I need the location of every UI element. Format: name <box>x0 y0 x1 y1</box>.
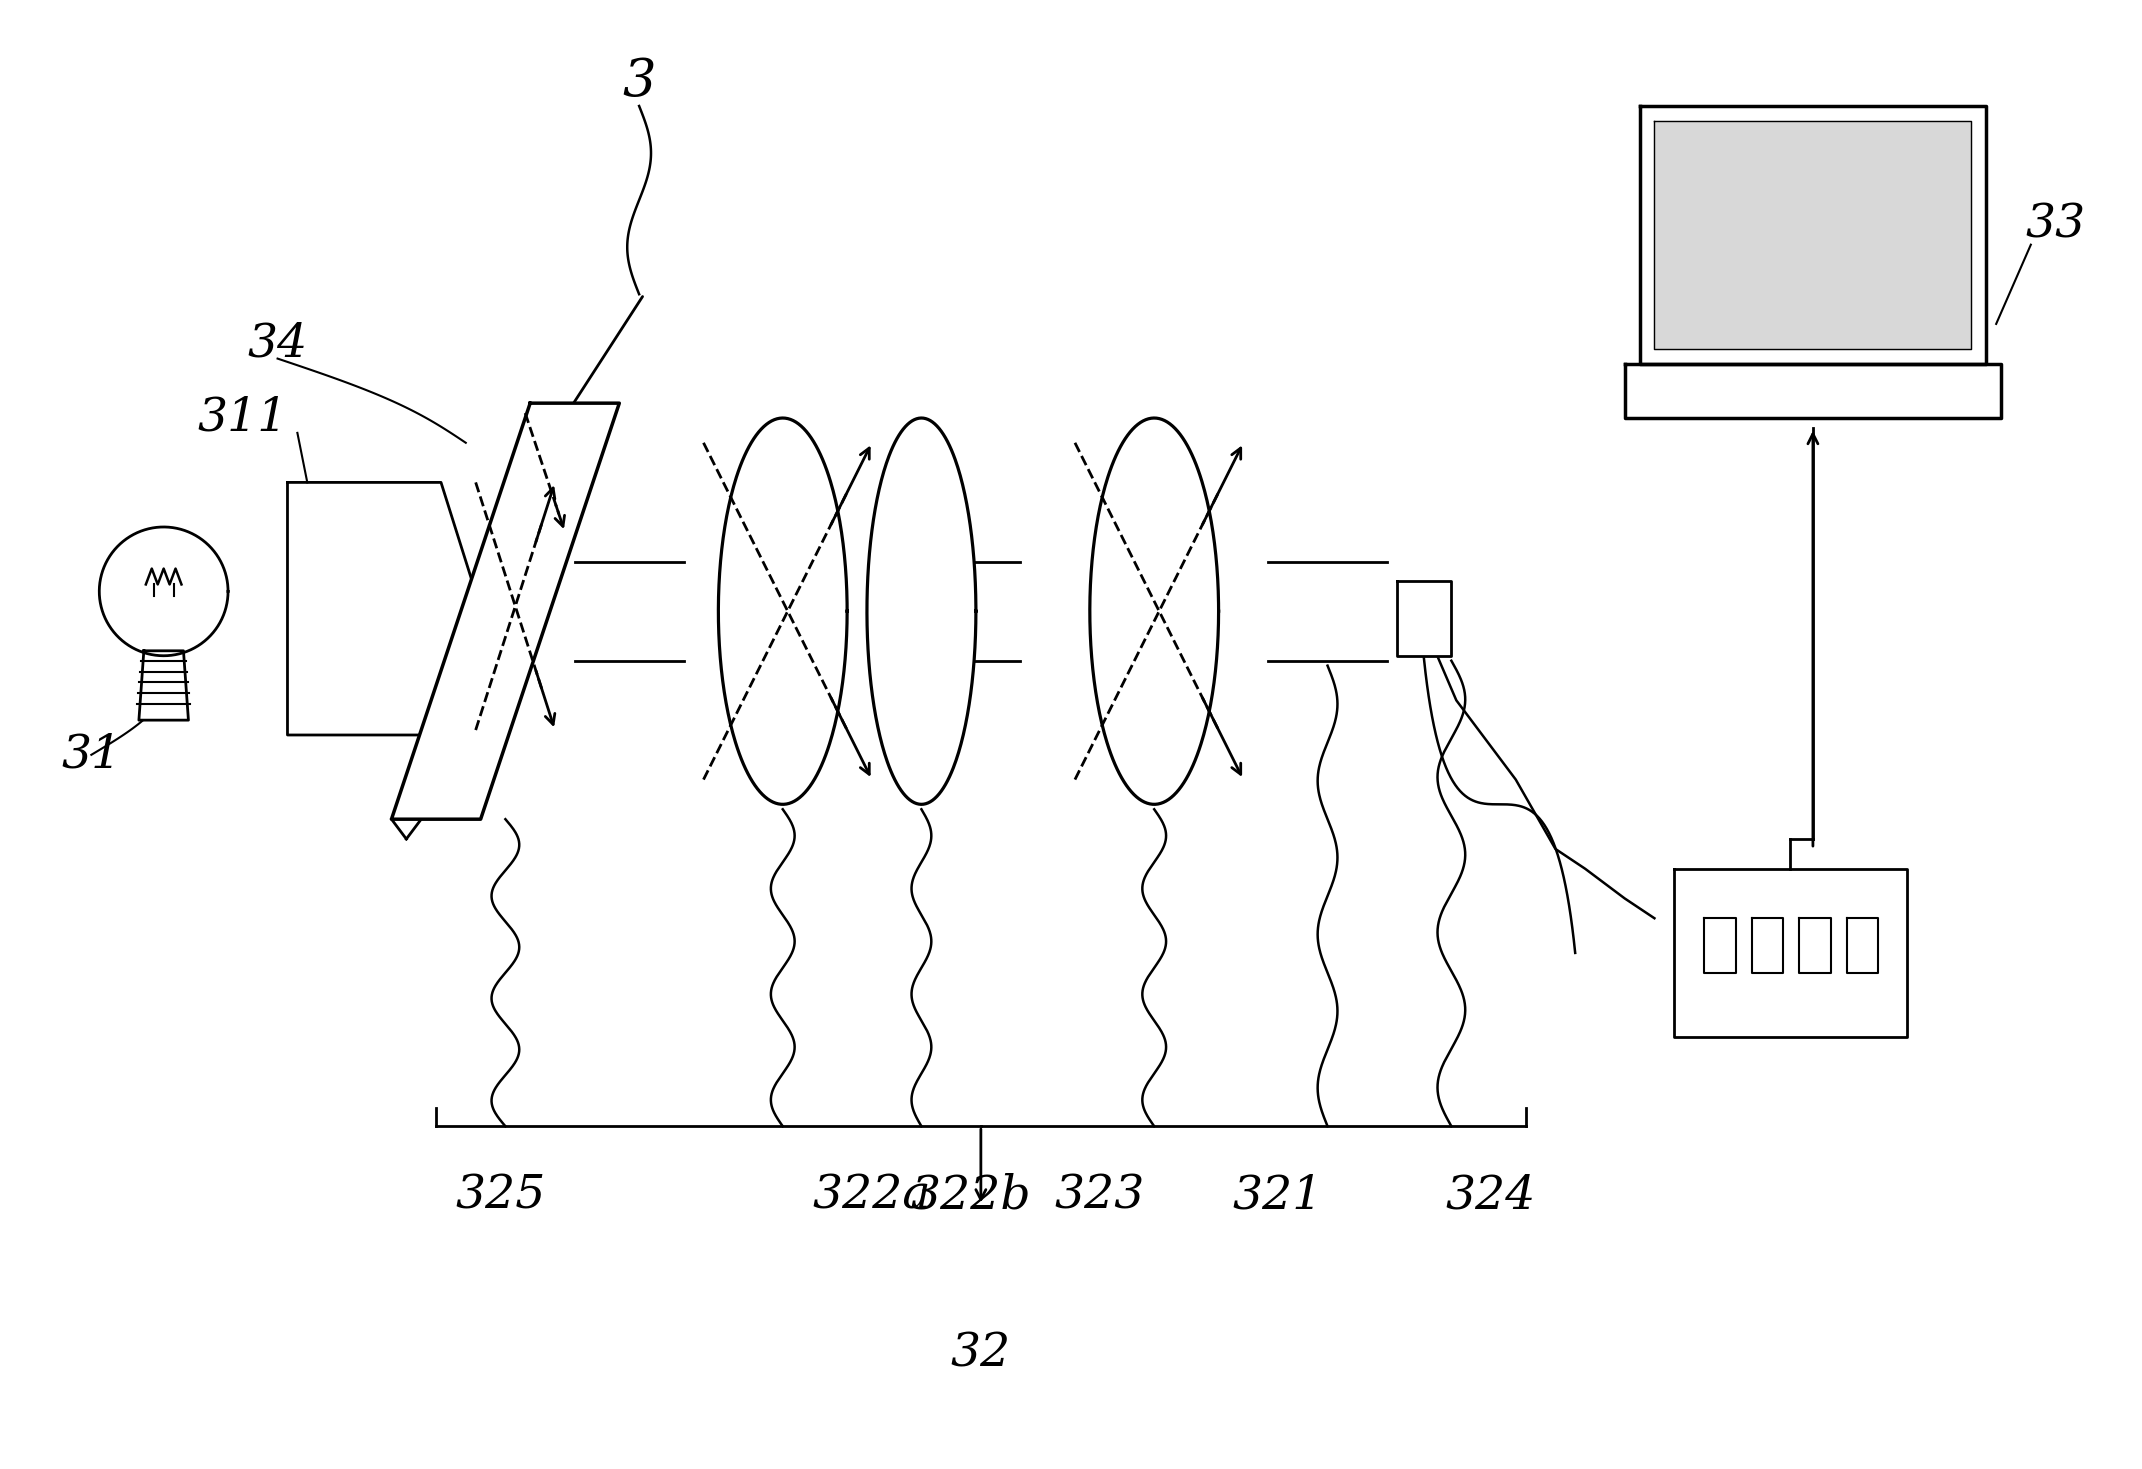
Polygon shape <box>1090 419 1219 805</box>
Polygon shape <box>1703 918 1735 972</box>
Text: 31: 31 <box>62 732 122 777</box>
Polygon shape <box>1397 582 1452 655</box>
Polygon shape <box>1639 106 1986 363</box>
Text: 321: 321 <box>1234 1172 1324 1218</box>
Polygon shape <box>1626 363 2001 419</box>
Polygon shape <box>1654 120 1971 348</box>
Text: 32: 32 <box>951 1331 1011 1376</box>
Polygon shape <box>902 561 1020 661</box>
Polygon shape <box>574 561 683 661</box>
Text: 323: 323 <box>1054 1172 1146 1218</box>
Polygon shape <box>718 419 846 805</box>
Text: 34: 34 <box>248 322 308 366</box>
Polygon shape <box>1799 918 1831 972</box>
Polygon shape <box>139 651 188 720</box>
Text: 3: 3 <box>623 56 655 107</box>
Polygon shape <box>287 482 480 734</box>
Polygon shape <box>868 419 977 805</box>
Polygon shape <box>1268 561 1388 661</box>
Polygon shape <box>1752 918 1782 972</box>
Polygon shape <box>1846 918 1879 972</box>
Text: 325: 325 <box>456 1172 546 1218</box>
Text: 322b: 322b <box>910 1172 1030 1218</box>
Polygon shape <box>392 403 619 820</box>
Polygon shape <box>99 527 227 655</box>
Text: 322a: 322a <box>812 1172 932 1218</box>
Text: 311: 311 <box>197 395 287 441</box>
Text: 324: 324 <box>1446 1172 1536 1218</box>
Text: 33: 33 <box>2026 203 2086 247</box>
Polygon shape <box>1675 868 1906 1037</box>
